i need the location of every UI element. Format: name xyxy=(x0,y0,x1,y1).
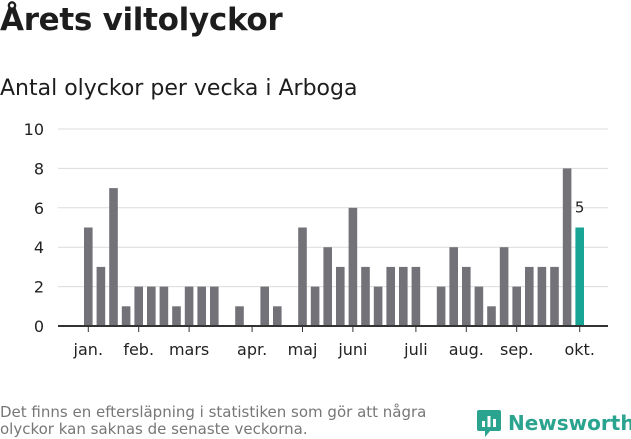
bar xyxy=(550,266,559,326)
bar xyxy=(147,286,156,326)
data-label: 5 xyxy=(575,199,585,217)
brand-name: Newsworthy xyxy=(508,411,631,435)
bar xyxy=(474,286,484,326)
x-tick-label: aug. xyxy=(449,340,484,359)
bar xyxy=(499,247,509,326)
bar xyxy=(273,306,282,326)
bar xyxy=(96,266,106,326)
y-tick-label: 2 xyxy=(34,278,44,297)
bar xyxy=(537,266,547,326)
y-tick-label: 0 xyxy=(34,317,44,336)
bar xyxy=(525,266,534,326)
bar xyxy=(373,286,383,326)
bar xyxy=(298,227,307,326)
bar xyxy=(361,266,370,326)
x-tick-label: okt. xyxy=(564,340,594,359)
y-tick-label: 8 xyxy=(34,159,44,178)
x-tick-label: maj xyxy=(288,340,318,359)
bar xyxy=(386,266,395,326)
y-tick-label: 6 xyxy=(34,199,44,218)
bar xyxy=(323,247,332,326)
bar xyxy=(172,306,181,326)
bar xyxy=(84,227,93,326)
bar xyxy=(512,286,521,326)
bar xyxy=(235,306,244,326)
chart-subtitle: Antal olyckor per vecka i Arboga xyxy=(0,76,358,101)
x-tick-label: juni xyxy=(337,340,367,359)
bar xyxy=(399,266,408,326)
bar xyxy=(336,266,345,326)
bar xyxy=(109,188,118,326)
x-tick-label: jan. xyxy=(73,340,103,359)
x-tick-label: sep. xyxy=(500,340,533,359)
y-tick-label: 4 xyxy=(34,238,44,257)
x-tick-label: feb. xyxy=(123,340,154,359)
bar xyxy=(134,286,143,326)
brand-logo[interactable]: Newsworthy xyxy=(476,408,631,438)
bar xyxy=(121,306,131,326)
bar xyxy=(184,286,194,326)
bar xyxy=(197,286,206,326)
bar xyxy=(449,247,458,326)
x-tick-label: juli xyxy=(403,340,427,359)
bar xyxy=(310,286,320,326)
newsworthy-logo-icon xyxy=(477,410,501,437)
bar-chart: 0 2 4 6 8 10 5 jan. feb. mars apr. maj juni juli aug. s… xyxy=(24,120,608,359)
bar xyxy=(159,286,169,326)
bar xyxy=(348,207,358,326)
x-tick-label: apr. xyxy=(237,340,267,359)
chart-title: Årets viltolyckor xyxy=(0,2,283,38)
x-tick-label: mars xyxy=(169,340,209,359)
y-tick-label: 10 xyxy=(24,120,44,139)
bar xyxy=(260,286,269,326)
footnote: Det finns en eftersläpning i statistiken… xyxy=(0,403,427,438)
bar xyxy=(436,286,446,326)
bar xyxy=(562,168,572,326)
bar xyxy=(210,286,219,326)
highlight-bar xyxy=(575,227,584,326)
bar xyxy=(462,266,471,326)
bar xyxy=(487,306,496,326)
bar xyxy=(411,266,421,326)
